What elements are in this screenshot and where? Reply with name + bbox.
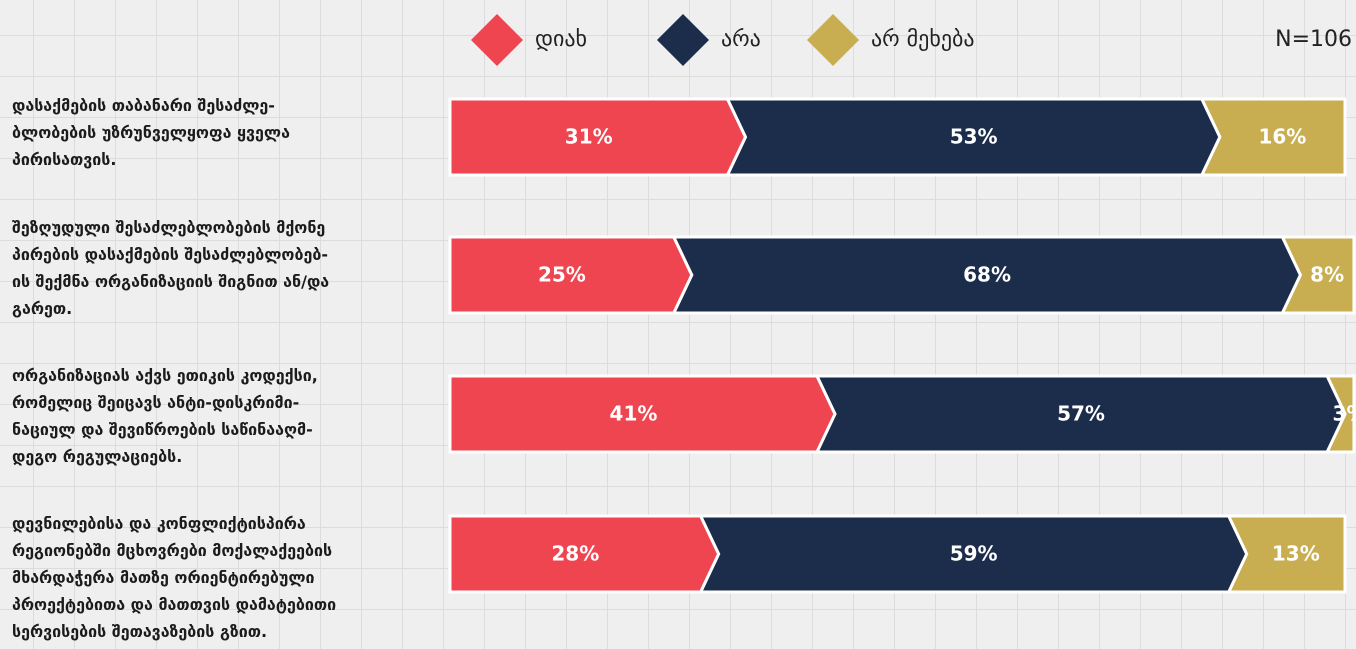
value-label: 68%: [963, 263, 1011, 287]
value-label: 25%: [538, 263, 586, 287]
value-label: 31%: [565, 125, 613, 149]
value-label: 16%: [1258, 125, 1306, 149]
value-label: 41%: [610, 402, 658, 426]
annotation: N=106: [1275, 27, 1352, 52]
legend-label: დიახ: [535, 27, 587, 52]
bar-segment: [448, 514, 721, 594]
legend-swatch: [657, 14, 709, 66]
value-label: 57%: [1057, 402, 1105, 426]
value-label: 3%: [1333, 402, 1356, 426]
bar-segment: [448, 374, 837, 454]
legend-swatch: [807, 14, 859, 66]
value-label: 8%: [1310, 263, 1344, 287]
value-label: 28%: [551, 542, 599, 566]
legend-swatch: [471, 14, 523, 66]
legend-label: არ მეხება: [871, 27, 975, 52]
category-label: დევნილებისა და კონფლიქტისპირა რეგიონებში…: [12, 514, 337, 641]
legend-label: არა: [721, 27, 761, 52]
value-label: 59%: [950, 542, 998, 566]
category-label: დასაქმების თაბანარი შესაძლე- ბლობების უზ…: [12, 96, 290, 169]
bar-segment: [448, 97, 748, 177]
value-label: 53%: [950, 125, 998, 149]
category-label: შეზღუდული შესაძლებლობების მქონე პირების …: [12, 218, 330, 318]
value-label: 13%: [1272, 542, 1320, 566]
category-label: ორგანიზაციას აქვს ეთიკის კოდექსი, რომელი…: [12, 366, 318, 466]
bar-segment: [448, 235, 694, 315]
